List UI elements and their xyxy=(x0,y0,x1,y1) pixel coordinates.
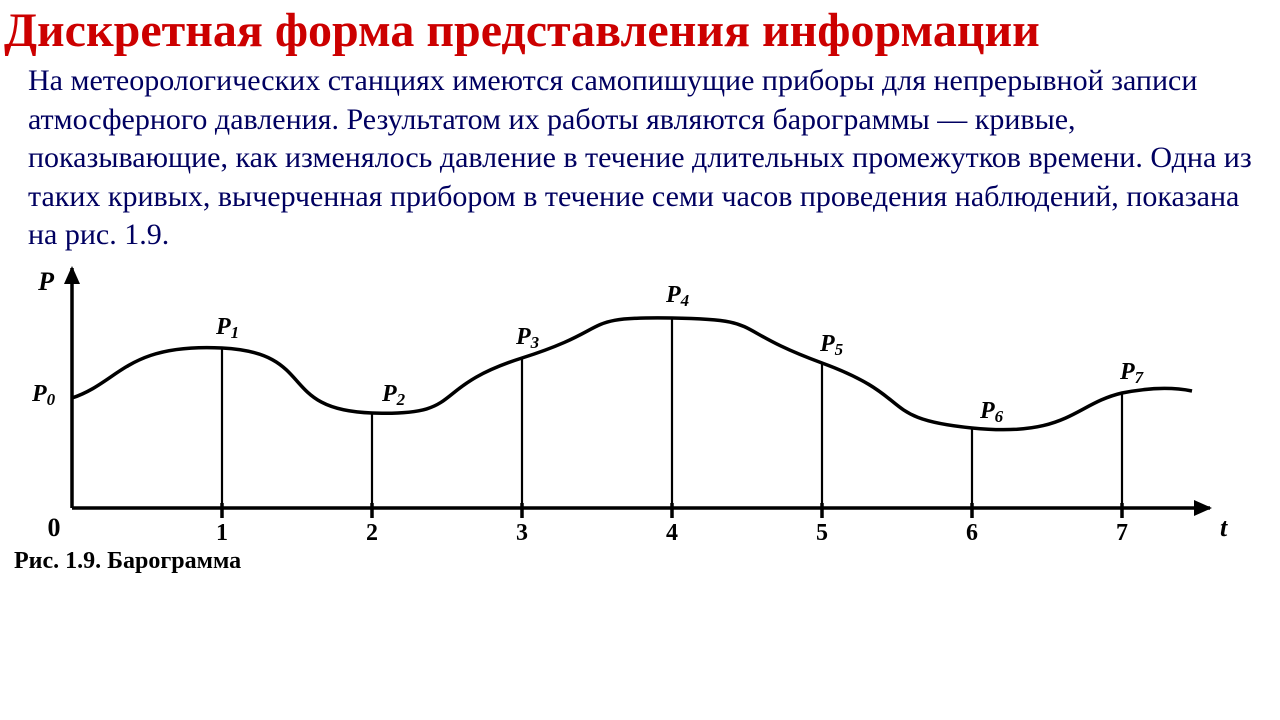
svg-text:P6: P6 xyxy=(979,398,1004,426)
svg-text:P7: P7 xyxy=(1119,359,1145,387)
svg-text:2: 2 xyxy=(366,520,378,546)
svg-text:P1: P1 xyxy=(215,314,239,342)
svg-text:P5: P5 xyxy=(819,331,844,359)
svg-text:P3: P3 xyxy=(515,324,540,352)
svg-text:5: 5 xyxy=(816,520,828,546)
svg-text:P2: P2 xyxy=(381,381,406,409)
svg-text:t: t xyxy=(1220,513,1228,542)
barogram-chart: Pt 0 1 2 3 4 5 6 7 P0 P1 P2 P3 P4 P5 P6 P7 xyxy=(10,260,1250,550)
svg-text:4: 4 xyxy=(666,520,678,546)
body-paragraph: На метеорологических станциях имеются са… xyxy=(0,60,1280,260)
svg-text:P0: P0 xyxy=(31,381,56,409)
svg-text:3: 3 xyxy=(516,520,528,546)
svg-text:0: 0 xyxy=(48,513,61,542)
figure-caption: Рис. 1.9. Барограмма xyxy=(0,548,1280,575)
svg-text:6: 6 xyxy=(966,520,978,546)
svg-text:P: P xyxy=(37,267,55,296)
svg-text:P4: P4 xyxy=(665,282,689,310)
page-title: Дискретная форма представления информаци… xyxy=(0,0,1280,60)
svg-text:1: 1 xyxy=(216,520,228,546)
barogram-svg: Pt 0 1 2 3 4 5 6 7 P0 P1 P2 P3 P4 P5 P6 P7 xyxy=(10,260,1250,550)
svg-text:7: 7 xyxy=(1116,520,1128,546)
